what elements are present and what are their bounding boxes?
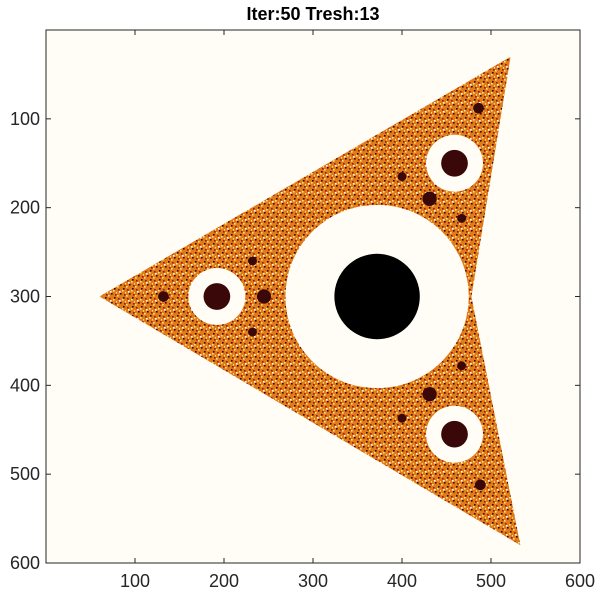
large-disk-2 [203,283,231,310]
x-axis: 100 200 300 400 500 600 [120,30,595,591]
y-axis: 100 200 300 400 500 600 [10,109,580,573]
x-tick-label: 100 [120,571,150,591]
medium-disk-4 [422,387,437,402]
x-tick-label: 200 [209,571,239,591]
x-tick-label: 400 [387,571,417,591]
plot-area [46,30,580,563]
medium-disk-2 [158,291,169,302]
y-tick-label: 600 [10,553,40,573]
y-tick-label: 400 [10,375,40,395]
y-tick-label: 100 [10,109,40,129]
fractal-image [99,56,521,546]
medium-disk-0 [473,102,484,114]
medium-disk-1 [474,479,486,491]
chart-title: Iter:50 Tresh:13 [246,4,379,24]
large-disk-0 [441,149,468,177]
y-tick-label: 500 [10,464,40,484]
y-tick-label: 200 [10,198,40,218]
main-disk [334,253,420,340]
medium-disk-11 [457,361,467,371]
y-tick-label: 300 [10,287,40,307]
medium-disk-7 [397,413,407,423]
x-tick-label: 500 [476,571,506,591]
medium-disk-10 [457,213,467,223]
medium-disk-5 [256,289,272,304]
x-tick-label: 600 [565,571,595,591]
medium-disk-3 [422,191,437,206]
medium-disk-6 [397,172,407,182]
medium-disk-8 [248,256,257,266]
large-disk-1 [441,420,468,448]
medium-disk-9 [248,327,257,337]
x-tick-label: 300 [298,571,328,591]
